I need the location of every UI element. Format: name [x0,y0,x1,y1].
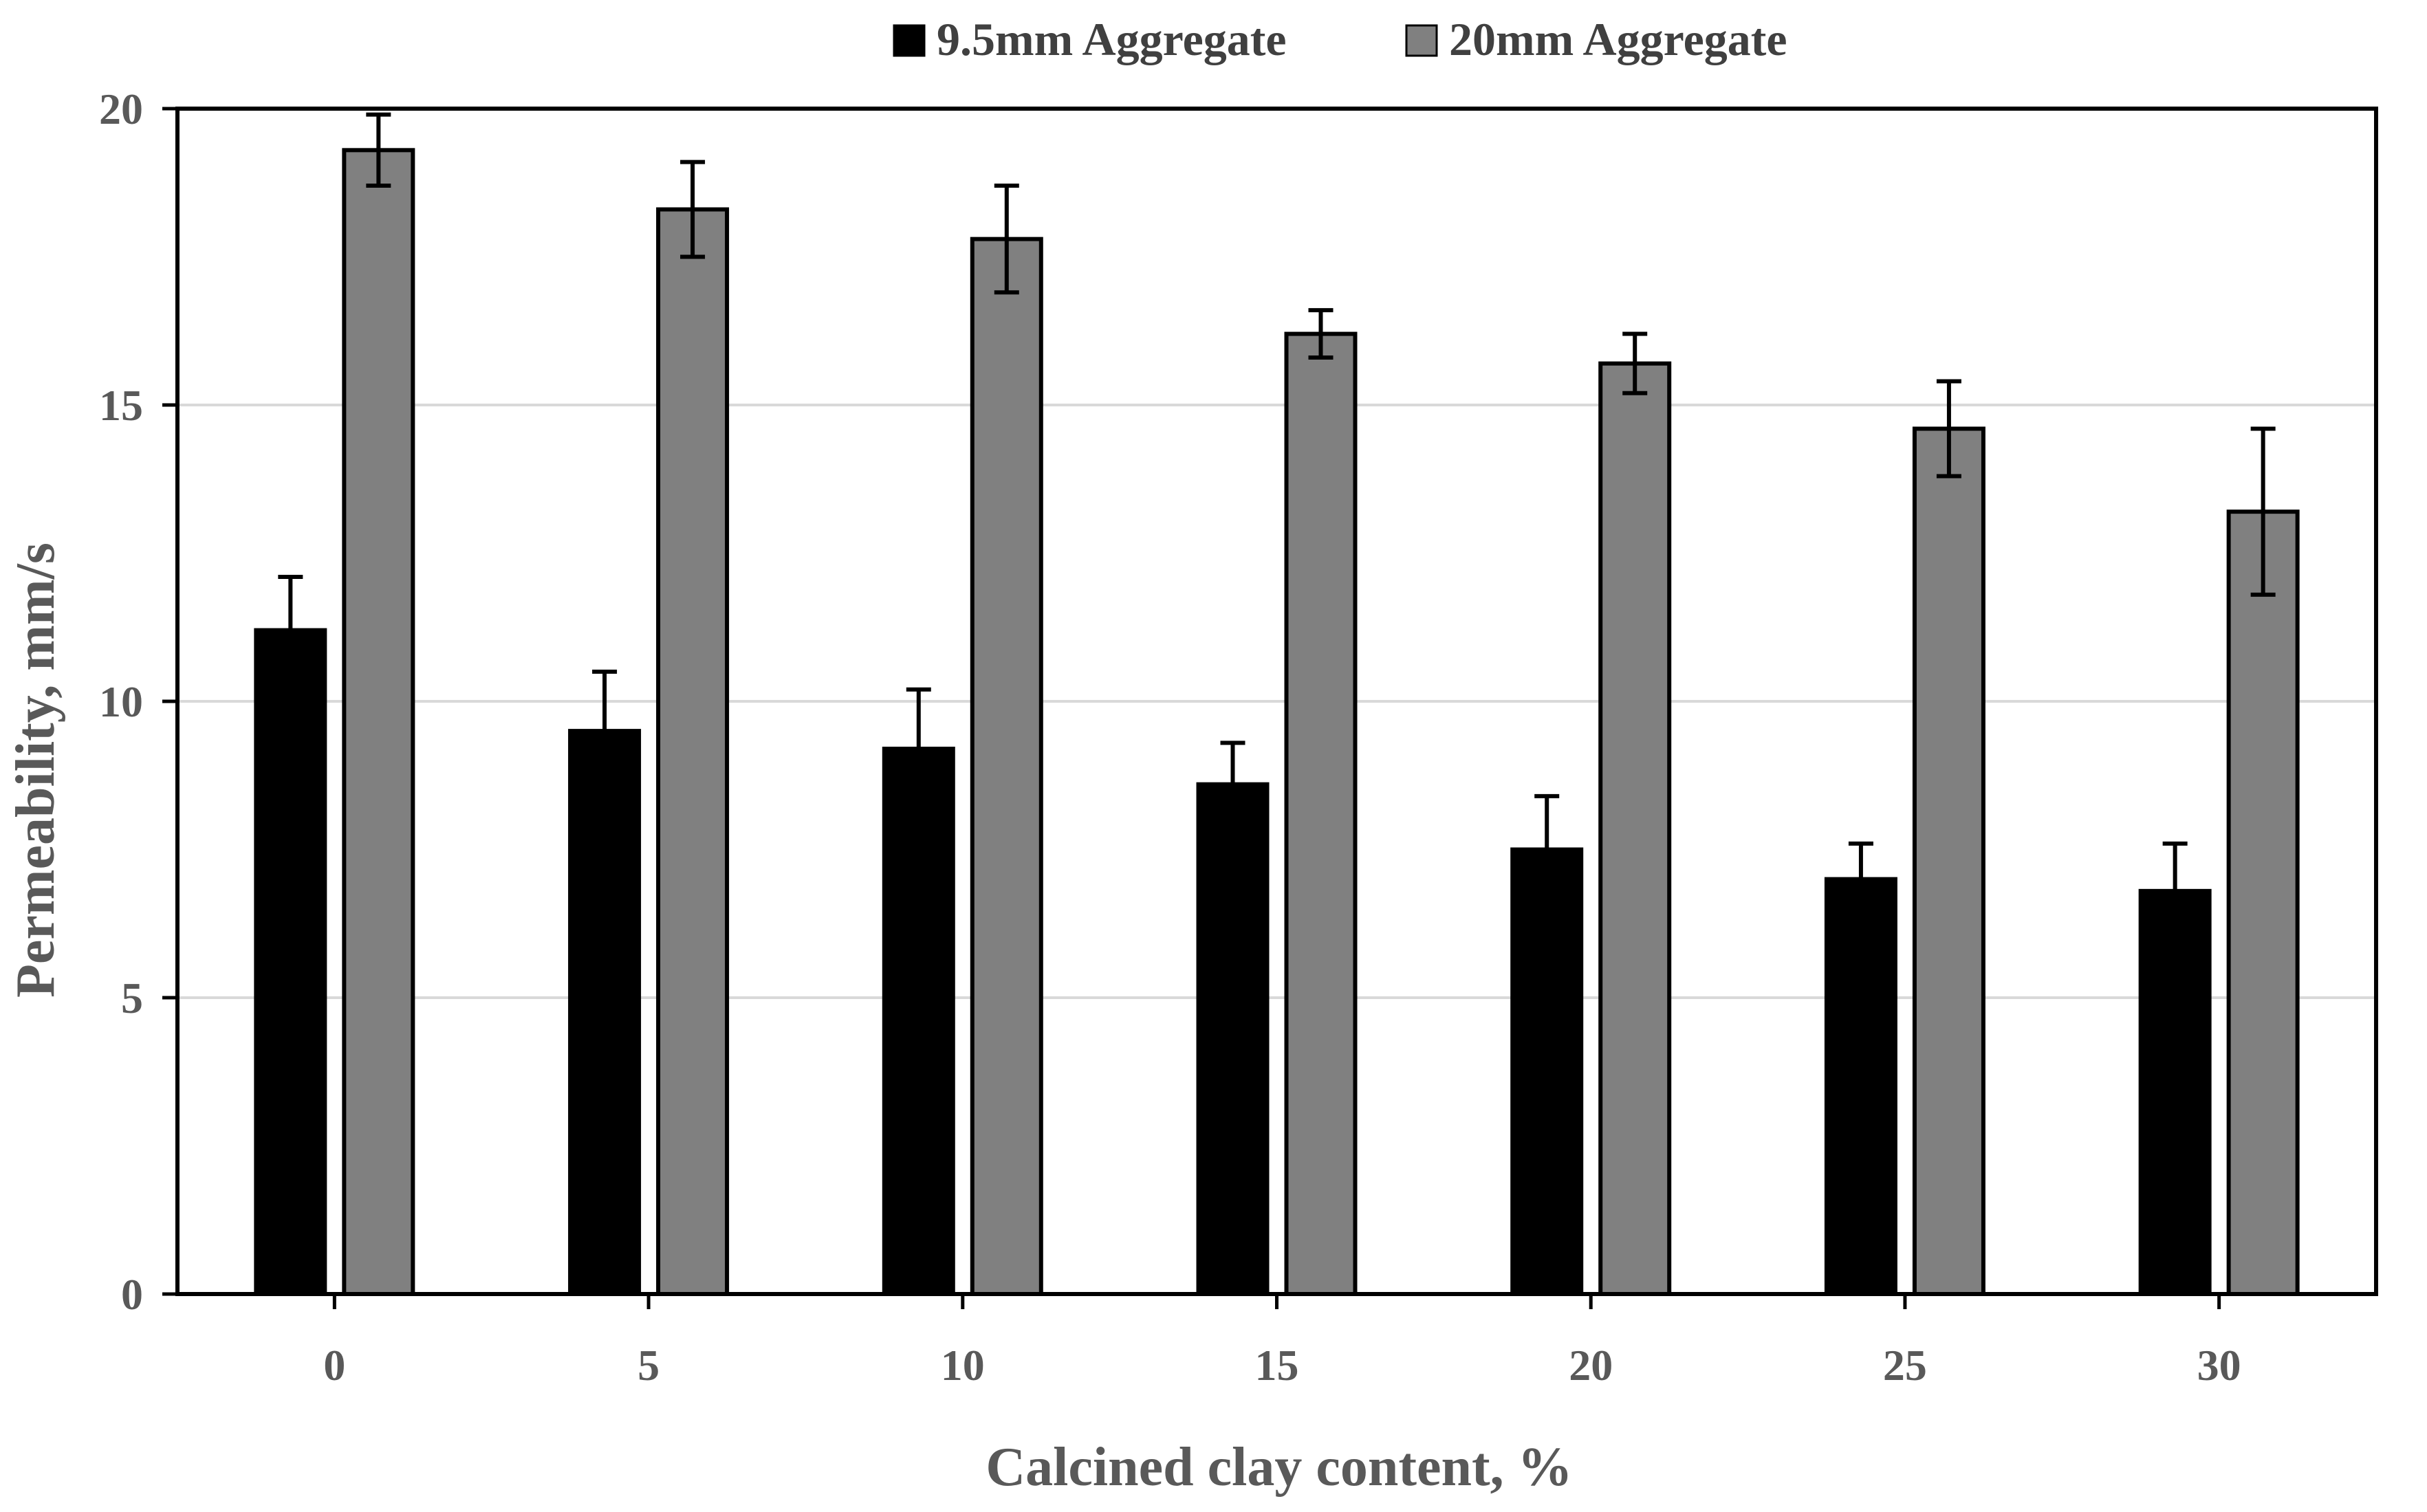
error-bar-20mm-5 [680,160,706,259]
bar-20mm-30 [2226,510,2300,1296]
bar-9-5mm-0 [254,628,327,1296]
error-bar-9-5mm-25 [1848,841,1873,917]
x-axis-title: Calcined clay content, % [986,1437,1572,1498]
error-bar-20mm-15 [1308,308,1334,360]
bar-9-5mm-10 [882,746,955,1296]
y-axis-title: Permeability, mm/s [6,543,66,998]
error-bar-20mm-30 [2250,426,2276,597]
error-bar-9-5mm-30 [2162,841,2188,941]
bar-9-5mm-5 [568,729,642,1296]
y-tick-label-20: 20 [99,85,143,133]
error-bar-20mm-20 [1622,331,1648,395]
legend-label-20mm: 20mm Aggregate [1449,13,1787,65]
x-tick-label-30: 30 [2197,1341,2241,1390]
error-bar-9-5mm-15 [1220,741,1245,829]
error-bars [278,112,2276,941]
y-axis-ticks: 0 5 10 15 20 [99,85,177,1319]
bar-9-5mm-25 [1824,877,1897,1296]
error-bar-9-5mm-20 [1534,793,1560,906]
bar-9-5mm-15 [1196,782,1270,1297]
x-axis-ticks: 0 5 10 15 20 25 30 [323,1294,2241,1390]
bars [254,148,2300,1297]
x-tick-label-15: 15 [1255,1341,1299,1390]
y-tick-label-10: 10 [99,677,143,726]
y-tick-label-0: 0 [121,1270,143,1319]
legend: 9.5mm Aggregate 20mm Aggregate [893,13,1787,65]
x-tick-label-5: 5 [638,1341,660,1390]
bar-9-5mm-20 [1510,847,1584,1296]
error-bar-9-5mm-10 [906,687,931,811]
error-bar-9-5mm-0 [278,574,303,686]
bar-9-5mm-30 [2138,888,2212,1296]
x-tick-label-25: 25 [1883,1341,1927,1390]
x-tick-label-10: 10 [941,1341,985,1390]
gridlines [177,404,2376,999]
x-tick-label-0: 0 [323,1341,345,1390]
bar-20mm-10 [970,237,1043,1296]
error-bar-20mm-0 [366,112,391,188]
bar-20mm-20 [1598,361,1672,1296]
bar-20mm-25 [1912,426,1985,1296]
error-bar-20mm-25 [1936,379,1961,479]
error-bar-9-5mm-5 [592,669,618,793]
bar-20mm-5 [656,207,730,1296]
x-tick-label-20: 20 [1569,1341,1613,1390]
legend-swatch-20mm [1405,24,1438,57]
y-tick-label-5: 5 [121,974,143,1022]
bar-20mm-0 [342,148,415,1297]
legend-swatch-9-5mm [893,24,926,57]
y-tick-label-15: 15 [99,381,143,430]
error-bar-20mm-10 [994,184,1019,295]
legend-label-9-5mm: 9.5mm Aggregate [937,13,1287,65]
bar-20mm-15 [1284,331,1358,1296]
